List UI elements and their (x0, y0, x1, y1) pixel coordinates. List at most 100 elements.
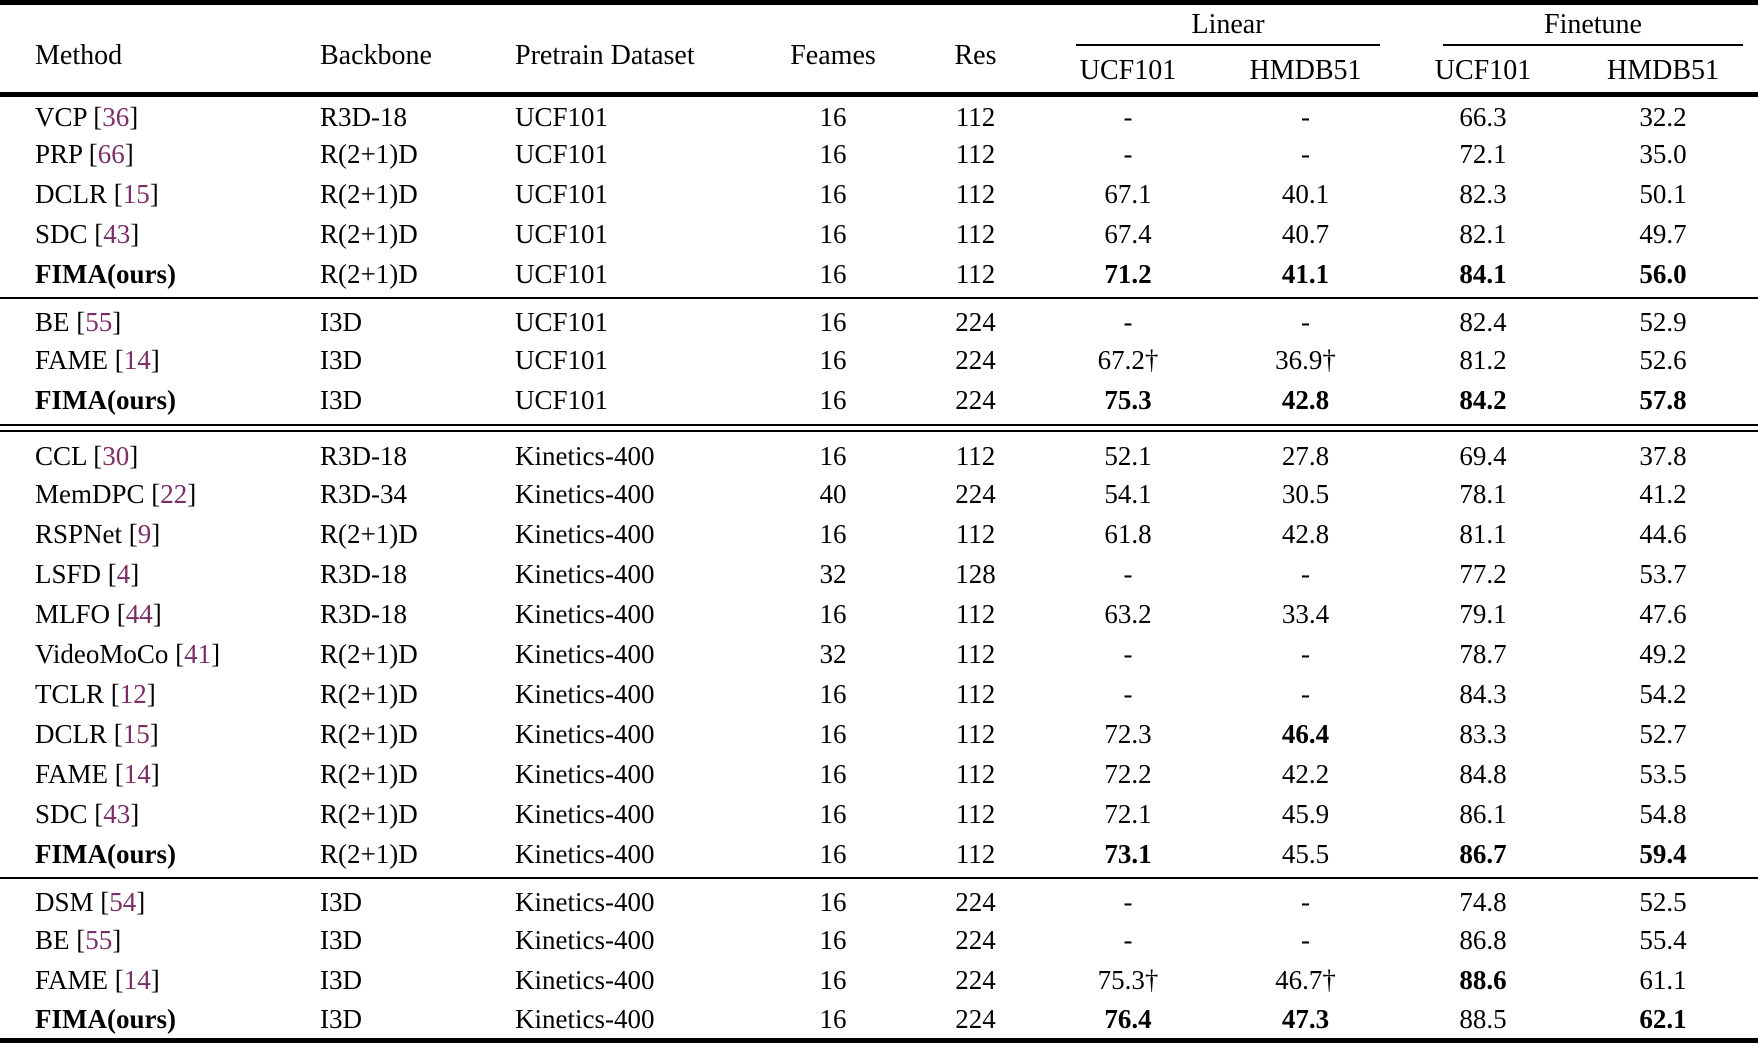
method-name: CCL (35, 441, 87, 471)
citation-link[interactable]: [4] (107, 559, 140, 589)
citation-link[interactable]: [36] (93, 102, 139, 133)
method-name: RSPNet (35, 519, 123, 549)
frames-cell: 16 (819, 307, 847, 337)
method-cell: LSFD [4] (0, 555, 285, 595)
frames-cell: 16 (819, 139, 847, 169)
method-cell: TCLR [12] (0, 675, 285, 715)
table-row: BE [55] I3D Kinetics-400 16 224 - - 86.8 55.4 (0, 921, 1758, 961)
group-header-linear-label: Linear (1076, 5, 1380, 46)
method-name: FAME (35, 965, 109, 995)
res-cell: 112 (955, 519, 996, 549)
frames-cell: 16 (819, 839, 847, 869)
citation-link[interactable]: [14] (114, 345, 160, 375)
res-cell: 112 (955, 441, 996, 471)
backbone-cell: R(2+1)D (320, 259, 418, 289)
frames-cell: 16 (819, 679, 847, 709)
res-cell: 224 (955, 385, 996, 415)
citation-link[interactable]: [44] (116, 599, 162, 629)
section-divider-double (0, 421, 1758, 435)
dataset-cell: Kinetics-400 (515, 679, 655, 709)
header-row-datasets: UCF101 HMDB51 UCF101 HMDB51 (0, 50, 1758, 97)
frames-cell: 16 (819, 719, 847, 749)
frames-cell: 16 (819, 759, 847, 789)
citation-link[interactable]: [14] (114, 759, 160, 789)
backbone-cell: R3D-18 (320, 441, 407, 471)
citation-link[interactable]: [30] (93, 441, 139, 471)
finetune-ucf101-cell: 72.1 (1459, 139, 1507, 169)
linear-hmdb51-cell: 40.1 (1281, 179, 1330, 209)
citation-link[interactable]: [55] (76, 925, 122, 955)
citation-link[interactable]: [15] (113, 719, 159, 749)
citation-number: 14 (123, 345, 151, 375)
linear-ucf101-cell: 67.2† (1097, 345, 1159, 375)
finetune-ucf101-cell: 86.7 (1459, 839, 1507, 869)
citation-link[interactable]: [66] (88, 139, 134, 169)
method-cell: FIMA(ours) (0, 835, 285, 875)
citation-link[interactable]: [43] (94, 799, 140, 829)
dataset-cell: UCF101 (515, 102, 609, 133)
method-cell: SDC [43] (0, 795, 285, 835)
linear-ucf101-cell: 75.3 (1104, 385, 1152, 415)
res-cell: 224 (955, 965, 996, 995)
table-row: LSFD [4] R3D-18 Kinetics-400 32 128 - - 77.2 53.… (0, 555, 1758, 595)
finetune-hmdb51-cell: 35.0 (1639, 139, 1687, 169)
citation-link[interactable]: [55] (76, 307, 122, 337)
citation-link[interactable]: [12] (110, 679, 156, 709)
column-header-method: Method (0, 2, 285, 97)
dataset-cell: Kinetics-400 (515, 887, 655, 917)
citation-link[interactable]: [41] (175, 639, 221, 669)
divider-line (0, 295, 1758, 301)
res-cell: 224 (955, 887, 996, 917)
citation-number: 22 (160, 479, 188, 509)
frames-cell: 32 (819, 559, 847, 589)
citation-link[interactable]: [22] (151, 479, 197, 509)
backbone-cell: I3D (320, 925, 362, 955)
backbone-cell: R(2+1)D (320, 179, 418, 209)
method-cell: SDC [43] (0, 215, 285, 255)
linear-hmdb51-cell: - (1301, 925, 1310, 955)
method-name: FAME (35, 345, 109, 375)
table-row: FIMA(ours) I3D UCF101 16 224 75.3 42.8 84.2 57.8 (0, 381, 1758, 421)
dataset-cell: Kinetics-400 (515, 639, 655, 669)
linear-hmdb51-cell: - (1301, 559, 1310, 589)
linear-ucf101-cell: 52.1 (1104, 441, 1152, 471)
citation-link[interactable]: [14] (114, 965, 160, 995)
linear-hmdb51-cell: 30.5 (1281, 479, 1330, 509)
linear-hmdb51-cell: 41.1 (1281, 259, 1330, 289)
method-cell: MLFO [44] (0, 595, 285, 635)
finetune-ucf101-cell: 69.4 (1459, 441, 1507, 471)
dataset-cell: Kinetics-400 (515, 839, 655, 869)
linear-ucf101-cell: - (1123, 925, 1133, 955)
method-cell: CCL [30] (0, 435, 285, 475)
linear-ucf101-cell: 54.1 (1104, 479, 1152, 509)
linear-ucf101-cell: 72.3 (1104, 719, 1152, 749)
method-cell: FAME [14] (0, 341, 285, 381)
finetune-hmdb51-cell: 54.8 (1639, 799, 1687, 829)
finetune-ucf101-cell: 74.8 (1459, 887, 1507, 917)
res-cell: 112 (955, 799, 996, 829)
method-name: LSFD (35, 559, 102, 589)
finetune-ucf101-cell: 78.1 (1459, 479, 1507, 509)
group-header-finetune: Finetune (1398, 3, 1758, 51)
citation-link[interactable]: [43] (94, 219, 140, 249)
citation-link[interactable]: [15] (113, 179, 159, 209)
citation-link[interactable]: [9] (128, 519, 161, 549)
dataset-cell: Kinetics-400 (515, 519, 655, 549)
method-name: FIMA(ours) (35, 1003, 176, 1034)
dataset-cell: Kinetics-400 (515, 599, 655, 629)
method-name: FIMA(ours) (35, 839, 176, 869)
method-cell: PRP [66] (0, 135, 285, 175)
table-row: RSPNet [9] R(2+1)D Kinetics-400 16 112 61.8 42… (0, 515, 1758, 555)
table-row: FIMA(ours) R(2+1)D UCF101 16 112 71.2 41.1 84.1… (0, 255, 1758, 295)
citation-link[interactable]: [54] (100, 887, 146, 917)
backbone-cell: R(2+1)D (320, 839, 418, 869)
finetune-ucf101-cell: 86.1 (1459, 799, 1507, 829)
citation-number: 41 (184, 639, 212, 669)
finetune-hmdb51-cell: 59.4 (1639, 839, 1687, 869)
table-row: SDC [43] R(2+1)D UCF101 16 112 67.4 40.7 82.1 49… (0, 215, 1758, 255)
res-cell: 112 (955, 839, 996, 869)
linear-hmdb51-cell: 47.3 (1281, 1003, 1330, 1034)
method-name: MLFO (35, 599, 111, 629)
subheader-finetune-hmdb51: HMDB51 (1568, 50, 1758, 97)
linear-ucf101-cell: - (1123, 559, 1133, 589)
